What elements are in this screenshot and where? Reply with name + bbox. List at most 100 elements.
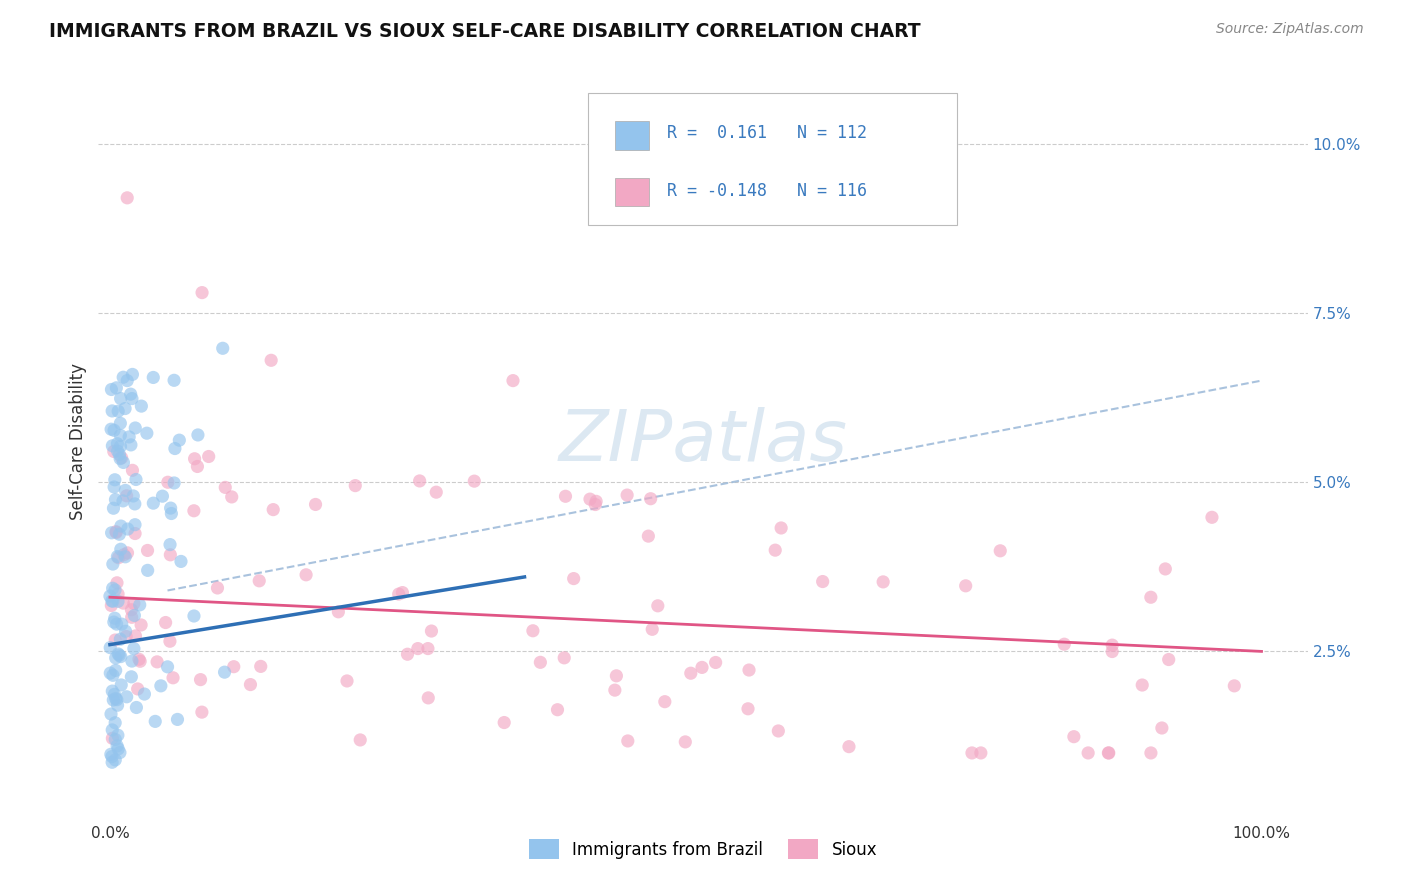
Point bbox=[100, 707, 122, 722]
Point bbox=[127, 681, 149, 696]
Point bbox=[115, 191, 138, 205]
Point bbox=[502, 374, 524, 388]
Point bbox=[121, 463, 143, 477]
Point bbox=[105, 381, 128, 395]
Point bbox=[159, 501, 181, 516]
Point bbox=[114, 483, 136, 498]
Point bbox=[115, 630, 138, 644]
Point bbox=[110, 632, 132, 647]
Point bbox=[247, 574, 270, 588]
Point bbox=[647, 599, 669, 613]
Point bbox=[190, 673, 212, 687]
Point bbox=[114, 624, 136, 639]
Point bbox=[562, 572, 585, 586]
Point bbox=[104, 633, 127, 648]
Point bbox=[260, 353, 283, 368]
Point bbox=[170, 554, 193, 568]
Point bbox=[120, 438, 142, 452]
Point bbox=[101, 439, 124, 453]
Point bbox=[107, 742, 129, 756]
Point bbox=[107, 587, 129, 601]
Point bbox=[103, 423, 125, 437]
Point bbox=[124, 497, 146, 511]
Point bbox=[101, 684, 124, 698]
Point bbox=[105, 575, 128, 590]
Point bbox=[420, 624, 443, 638]
Bar bbox=[614, 120, 648, 150]
Point bbox=[1150, 721, 1173, 735]
Point bbox=[166, 713, 188, 727]
Point bbox=[103, 480, 125, 494]
Point bbox=[183, 609, 205, 624]
Point bbox=[105, 525, 128, 540]
Point bbox=[103, 444, 125, 458]
Point bbox=[124, 517, 146, 532]
Point bbox=[112, 596, 135, 610]
Point bbox=[101, 581, 124, 595]
Point bbox=[1053, 637, 1076, 651]
Point bbox=[1098, 746, 1121, 760]
Point bbox=[988, 543, 1011, 558]
Point bbox=[112, 455, 135, 469]
Point bbox=[583, 498, 606, 512]
Point bbox=[295, 567, 318, 582]
Point bbox=[494, 715, 516, 730]
Point bbox=[605, 669, 627, 683]
Point bbox=[163, 475, 186, 490]
Point bbox=[637, 529, 659, 543]
Point bbox=[186, 459, 208, 474]
Point bbox=[111, 494, 134, 508]
Point bbox=[110, 519, 132, 533]
Point bbox=[100, 525, 122, 540]
Point bbox=[104, 492, 127, 507]
Point bbox=[110, 439, 132, 453]
Point bbox=[1097, 746, 1119, 760]
Point bbox=[135, 426, 157, 441]
Point bbox=[122, 489, 145, 503]
Point bbox=[163, 442, 186, 456]
Point bbox=[103, 687, 125, 701]
Point bbox=[101, 594, 124, 608]
Point bbox=[136, 543, 159, 558]
Point bbox=[111, 450, 134, 465]
Point bbox=[125, 700, 148, 714]
Point bbox=[1077, 746, 1099, 760]
Point bbox=[124, 608, 146, 623]
Point bbox=[122, 597, 145, 611]
Point bbox=[105, 617, 128, 632]
Point bbox=[103, 501, 125, 516]
Point bbox=[704, 656, 727, 670]
Point bbox=[107, 647, 129, 661]
Point bbox=[1140, 591, 1163, 605]
Point bbox=[763, 543, 786, 558]
Point bbox=[960, 746, 983, 760]
Point bbox=[616, 488, 638, 502]
Point bbox=[101, 668, 124, 682]
Point bbox=[107, 436, 129, 450]
Point bbox=[418, 690, 440, 705]
Point bbox=[152, 489, 174, 503]
Point bbox=[1223, 679, 1246, 693]
Point bbox=[108, 448, 131, 462]
Point bbox=[183, 504, 205, 518]
Point bbox=[214, 480, 236, 494]
Point bbox=[191, 285, 214, 300]
Point bbox=[104, 691, 127, 706]
Point bbox=[131, 399, 153, 413]
Point bbox=[110, 392, 132, 406]
Point bbox=[183, 451, 205, 466]
Point bbox=[121, 654, 143, 668]
Point bbox=[222, 659, 245, 673]
Point bbox=[101, 731, 124, 746]
Point bbox=[128, 652, 150, 666]
Point bbox=[1154, 562, 1177, 576]
Point bbox=[416, 641, 439, 656]
Point bbox=[104, 732, 127, 747]
Point bbox=[101, 756, 124, 770]
Point bbox=[149, 679, 172, 693]
Point bbox=[554, 489, 576, 503]
Point bbox=[142, 496, 165, 510]
Point bbox=[129, 618, 152, 632]
Point bbox=[112, 370, 135, 384]
Text: R =  0.161   N = 112: R = 0.161 N = 112 bbox=[666, 124, 866, 142]
